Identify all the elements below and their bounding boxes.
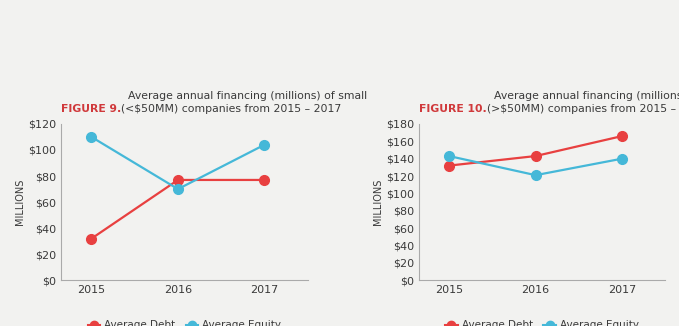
Y-axis label: MILLIONS: MILLIONS [373, 179, 383, 225]
Text: Average annual financing (millions) of mid
(>$50MM) companies from 2015 – 2017: Average annual financing (millions) of m… [487, 91, 679, 114]
Legend: Average Debt, Average Equity: Average Debt, Average Equity [84, 316, 286, 326]
Legend: Average Debt, Average Equity: Average Debt, Average Equity [441, 316, 643, 326]
Text: Average annual financing (millions) of small
(<$50MM) companies from 2015 – 2017: Average annual financing (millions) of s… [122, 91, 367, 114]
Text: FIGURE 9.: FIGURE 9. [61, 104, 122, 114]
Y-axis label: MILLIONS: MILLIONS [16, 179, 25, 225]
Text: FIGURE 10.: FIGURE 10. [419, 104, 487, 114]
